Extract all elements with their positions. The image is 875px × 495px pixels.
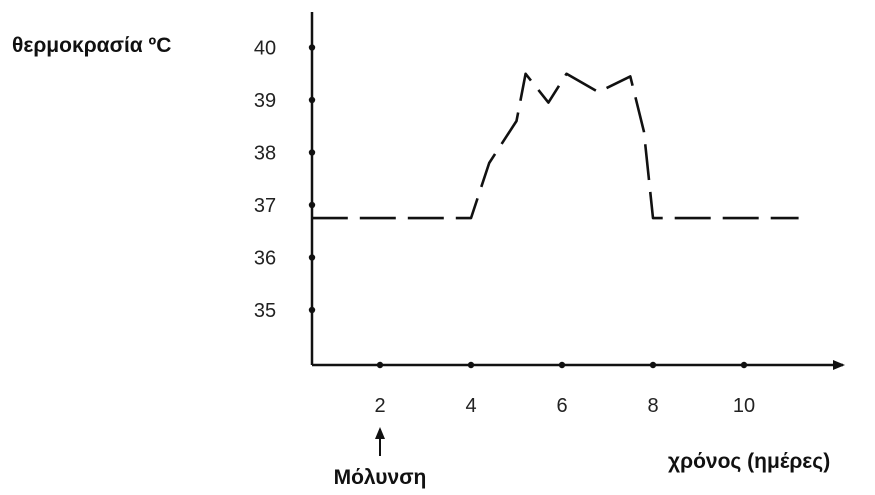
x-tick-mark <box>558 361 566 369</box>
x-tick-label: 4 <box>465 395 476 417</box>
series-group <box>311 72 799 220</box>
y-tick-mark <box>308 149 316 156</box>
annotation-group: Μόλυνση <box>334 427 427 489</box>
x-axis-title: χρόνος (ημέρες) <box>668 450 830 473</box>
y-tick-mark <box>308 306 316 314</box>
y-ticks: 35 36 37 38 39 40 <box>254 38 316 322</box>
y-tick-label: 36 <box>254 248 276 270</box>
y-tick-label: 40 <box>254 38 276 60</box>
infection-label: Μόλυνση <box>334 466 427 489</box>
y-tick-mark <box>308 254 316 261</box>
x-tick-mark <box>740 361 748 369</box>
x-tick-mark <box>376 361 384 369</box>
x-tick-mark <box>649 361 657 369</box>
y-tick-mark <box>308 96 316 104</box>
y-tick-label: 38 <box>254 143 276 165</box>
x-tick-label: 6 <box>556 395 567 417</box>
y-tick-mark <box>308 201 316 209</box>
y-tick-mark <box>308 44 316 51</box>
x-ticks: 2 4 6 8 10 <box>374 361 755 417</box>
x-tick-label: 8 <box>647 395 658 417</box>
x-tick-label: 2 <box>374 395 385 417</box>
x-tick-label: 10 <box>733 395 755 417</box>
y-tick-label: 37 <box>254 195 276 217</box>
temperature-series-line <box>311 72 799 220</box>
y-tick-label: 35 <box>254 300 276 322</box>
y-tick-label: 39 <box>254 90 276 112</box>
x-tick-mark <box>467 361 475 369</box>
y-axis-title: θερμοκρασία ºC <box>12 34 171 57</box>
